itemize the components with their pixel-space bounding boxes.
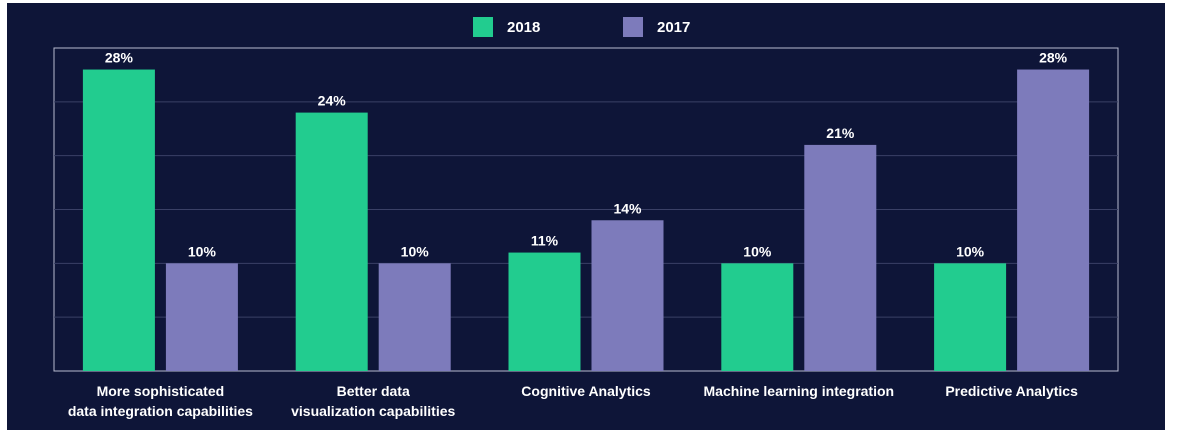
legend-swatch-2018 xyxy=(473,17,493,37)
bar-2018-2 xyxy=(508,252,581,371)
bar-2017-4 xyxy=(1017,69,1090,372)
category-label-1: Better data xyxy=(337,383,410,399)
category-label-1: visualization capabilities xyxy=(291,403,455,419)
bar-value-label-2018-4: 10% xyxy=(956,243,985,259)
bar-value-label-2017-1: 10% xyxy=(401,243,430,259)
chart-panel: 2018 2017 28% 10% More sophisticated data i… xyxy=(7,3,1165,430)
bar-value-label-2018-3: 10% xyxy=(743,243,772,259)
bar-value-label-2017-0: 10% xyxy=(188,243,217,259)
bar-2018-3 xyxy=(721,263,794,371)
legend-item-2017: 2017 xyxy=(623,17,690,37)
bar-value-label-2017-2: 14% xyxy=(613,200,642,216)
bar-value-label-2018-2: 11% xyxy=(531,233,559,249)
category-label-0: data integration capabilities xyxy=(68,403,253,419)
bar-value-label-2017-4: 28% xyxy=(1039,50,1068,66)
bar-2017-3 xyxy=(804,144,877,371)
category-label-2: Cognitive Analytics xyxy=(521,383,651,399)
bar-2018-4 xyxy=(934,263,1007,371)
bar-2018-0 xyxy=(82,69,155,372)
bar-value-label-2017-3: 21% xyxy=(826,125,855,141)
category-label-4: Predictive Analytics xyxy=(945,383,1078,399)
bar-2017-0 xyxy=(165,263,238,371)
legend-item-2018: 2018 xyxy=(473,17,540,37)
bar-value-label-2018-0: 28% xyxy=(105,50,134,66)
category-label-3: Machine learning integration xyxy=(704,383,895,399)
bar-2017-1 xyxy=(378,263,451,371)
category-label-0: More sophisticated xyxy=(97,383,225,399)
bar-2018-1 xyxy=(295,112,368,371)
bar-chart-plot: 28% 10% More sophisticated data integration… xyxy=(53,47,1119,419)
legend-label-2017: 2017 xyxy=(657,18,691,36)
bar-2017-2 xyxy=(591,220,664,371)
legend-swatch-2017 xyxy=(623,17,643,37)
legend-label-2018: 2018 xyxy=(507,18,541,36)
legend: 2018 2017 xyxy=(7,17,1165,41)
bar-value-label-2018-1: 24% xyxy=(318,93,347,109)
